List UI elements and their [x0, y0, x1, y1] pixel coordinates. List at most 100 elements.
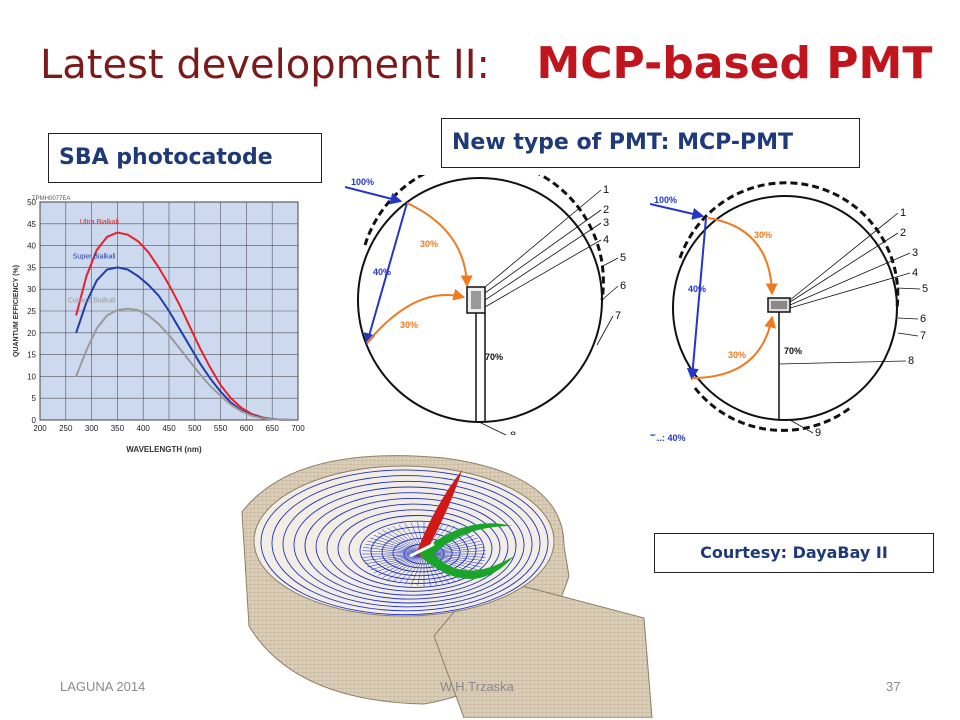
photocathode-dashed-2	[678, 181, 900, 309]
field-ray	[410, 553, 425, 586]
leader-line	[478, 421, 507, 435]
field-ray	[373, 534, 425, 555]
in-percent: 100%	[351, 177, 374, 187]
bowl-inner	[253, 465, 555, 617]
sba-label: SBA photocatode	[48, 133, 322, 183]
field-ray	[373, 553, 425, 574]
x-tick-label: 500	[188, 424, 202, 433]
callout-number: 2	[900, 227, 906, 239]
simulation-render	[234, 436, 656, 718]
field-ray	[367, 553, 425, 568]
reflect-arrow	[363, 202, 408, 346]
callout-number: 5	[620, 252, 626, 264]
callout-number: 8	[510, 430, 516, 435]
leader-line	[601, 285, 619, 301]
field-ray	[404, 553, 425, 585]
x-tick-label: 450	[162, 424, 176, 433]
field-ray	[398, 553, 425, 584]
field-contour	[348, 515, 485, 584]
callout-number: 8	[908, 355, 914, 367]
leader-line	[789, 252, 911, 306]
field-ray	[382, 553, 425, 578]
field-ray	[382, 530, 425, 555]
b-percent: 40%	[373, 267, 391, 277]
c-percent: 30%	[400, 320, 418, 330]
bottom-text-2: T...: 40%	[650, 433, 686, 443]
mcp-label: New type of PMT: MCP-PMT	[441, 118, 860, 168]
x-tick-label: 700	[291, 424, 305, 433]
chart-legend: Ultra Bialkali Super Bialkali Current Bial…	[68, 219, 119, 304]
field-ray	[367, 540, 425, 555]
field-contour	[326, 503, 501, 592]
callout-number: 6	[920, 313, 926, 325]
leader-line	[484, 222, 602, 301]
x-tick-label: 600	[240, 424, 254, 433]
field-ray	[387, 553, 425, 581]
field-contour	[304, 492, 517, 600]
field-ray	[417, 553, 425, 586]
chart-header: TPMH0077EA	[32, 196, 70, 202]
field-contour	[260, 469, 549, 616]
footer-center: W.H.Trzaska	[440, 679, 514, 694]
leader-line	[897, 317, 919, 320]
leader-line	[484, 189, 602, 288]
field-ray	[364, 553, 425, 565]
field-contour	[271, 475, 541, 612]
orange-arrow-top	[406, 202, 473, 288]
field-contour	[282, 480, 533, 608]
field-ray	[392, 553, 425, 582]
stem-percent-2: 70%	[784, 346, 802, 356]
chart-grid	[39, 201, 299, 421]
leader-line	[897, 332, 919, 337]
leader-line	[789, 212, 899, 301]
x-tick-label: 400	[137, 424, 151, 433]
a-percent-2: 30%	[754, 230, 772, 240]
orange-arrow-bottom-2	[691, 315, 776, 379]
callout-number: 3	[603, 217, 609, 229]
photocathode-dashed	[363, 175, 605, 301]
qe-chart: TPMH0077EA 200 250 300 350 400 450 500 550 600 65…	[13, 196, 305, 454]
leader-line	[896, 287, 921, 290]
chart-xlabel: WAVELENGTH (nm)	[126, 445, 202, 454]
leader-line	[789, 419, 814, 434]
green-track	[419, 523, 514, 580]
callout-number: 6	[620, 280, 626, 292]
callout-number: 7	[615, 310, 621, 322]
b-percent-2: 40%	[688, 284, 706, 294]
x-tick-label: 650	[266, 424, 280, 433]
y-tick-label: 15	[27, 351, 36, 360]
field-ray	[377, 553, 425, 576]
x-tick-label: 250	[59, 424, 73, 433]
legend-label: Super Bialkali	[73, 254, 116, 261]
y-tick-label: 0	[32, 416, 37, 425]
field-contour	[337, 509, 493, 588]
callout-number: 2	[603, 204, 609, 216]
leader-line	[596, 315, 614, 346]
chart-ticks: 200 250 300 350 400 450 500 550 600 650 700 0 5 10 15 2…	[27, 198, 305, 433]
legend-label: Ultra Bialkali	[80, 219, 119, 226]
orange-arrow-bottom	[366, 288, 466, 344]
callout-number: 7	[920, 330, 926, 342]
field-contour	[315, 497, 509, 596]
leader-line	[484, 239, 602, 308]
leader-line	[789, 232, 899, 303]
leader-line	[778, 360, 907, 365]
y-tick-label: 40	[27, 242, 36, 251]
mcp-core	[471, 291, 481, 309]
chart-ylabel: QUANTUM EFFICIENCY (%)	[13, 265, 20, 357]
pmt-envelope-2	[672, 195, 898, 421]
leader-line	[789, 272, 911, 309]
x-tick-label: 200	[33, 424, 47, 433]
a-percent: 30%	[420, 239, 438, 249]
callout-number: 3	[912, 247, 918, 259]
chart-series	[75, 231, 293, 421]
field-ray	[370, 537, 425, 555]
c-percent-2: 30%	[728, 350, 746, 360]
in-percent-2: 100%	[654, 195, 677, 205]
mcp-white	[409, 542, 435, 558]
incident-arrow-2	[650, 203, 705, 220]
slide-title: Latest development II: MCP-based PMT	[40, 38, 932, 98]
